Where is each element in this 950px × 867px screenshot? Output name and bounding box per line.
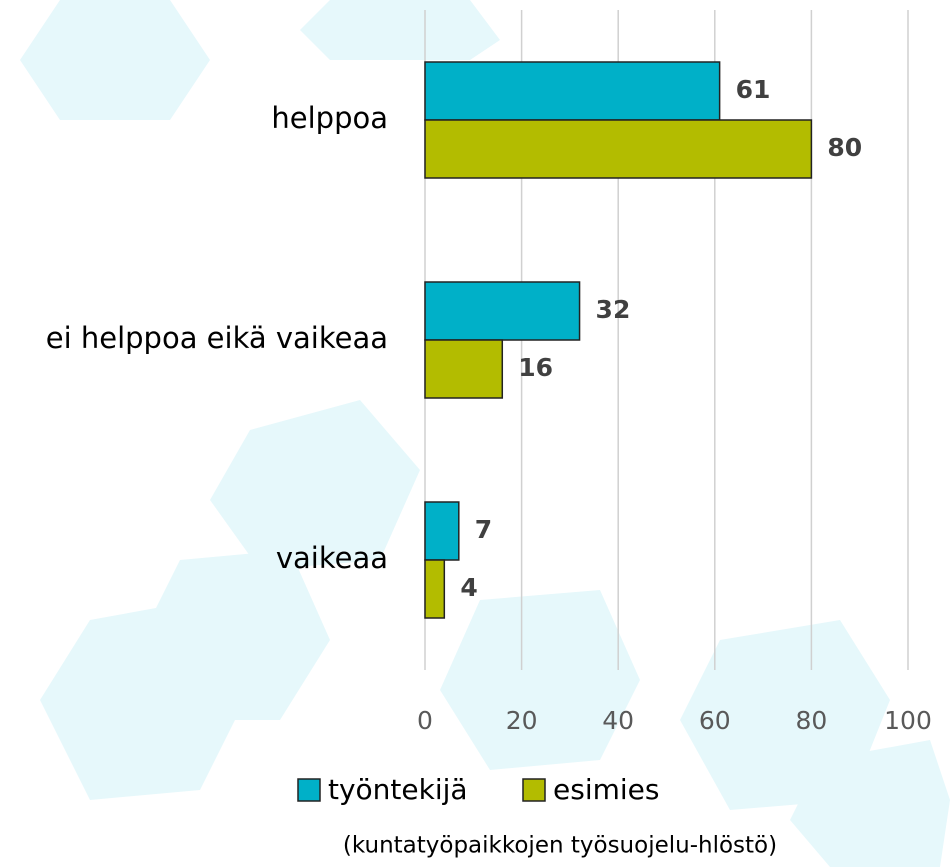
data-label: 32 bbox=[596, 295, 631, 324]
data-label: 61 bbox=[736, 75, 771, 104]
legend-swatch bbox=[522, 778, 546, 802]
y-tick-label: helppoa bbox=[271, 101, 388, 135]
data-label: 4 bbox=[460, 573, 477, 602]
data-label: 7 bbox=[475, 515, 492, 544]
x-tick-label: 60 bbox=[699, 706, 731, 735]
bar bbox=[424, 559, 446, 619]
legend: työntekijä esimies bbox=[297, 773, 659, 806]
x-tick-label: 20 bbox=[506, 706, 538, 735]
x-tick-label: 80 bbox=[795, 706, 827, 735]
legend-swatch bbox=[297, 778, 321, 802]
y-tick-label: vaikeaa bbox=[276, 541, 388, 575]
bar bbox=[424, 339, 504, 399]
y-tick-label: ei helppoa eikä vaikeaa bbox=[46, 321, 388, 355]
data-label: 16 bbox=[518, 353, 553, 382]
legend-label: esimies bbox=[553, 773, 659, 806]
bar bbox=[424, 281, 581, 341]
bar bbox=[424, 119, 813, 179]
legend-label: työntekijä bbox=[328, 773, 468, 806]
x-tick-label: 0 bbox=[417, 706, 433, 735]
x-tick-label: 40 bbox=[602, 706, 634, 735]
data-label: 80 bbox=[827, 133, 862, 162]
bar bbox=[424, 61, 721, 121]
x-tick-label: 100 bbox=[884, 706, 932, 735]
bar bbox=[424, 501, 460, 561]
note: (kuntatyöpaikkojen työsuojelu-hlöstö) bbox=[343, 833, 777, 859]
background-pattern bbox=[20, 0, 950, 867]
